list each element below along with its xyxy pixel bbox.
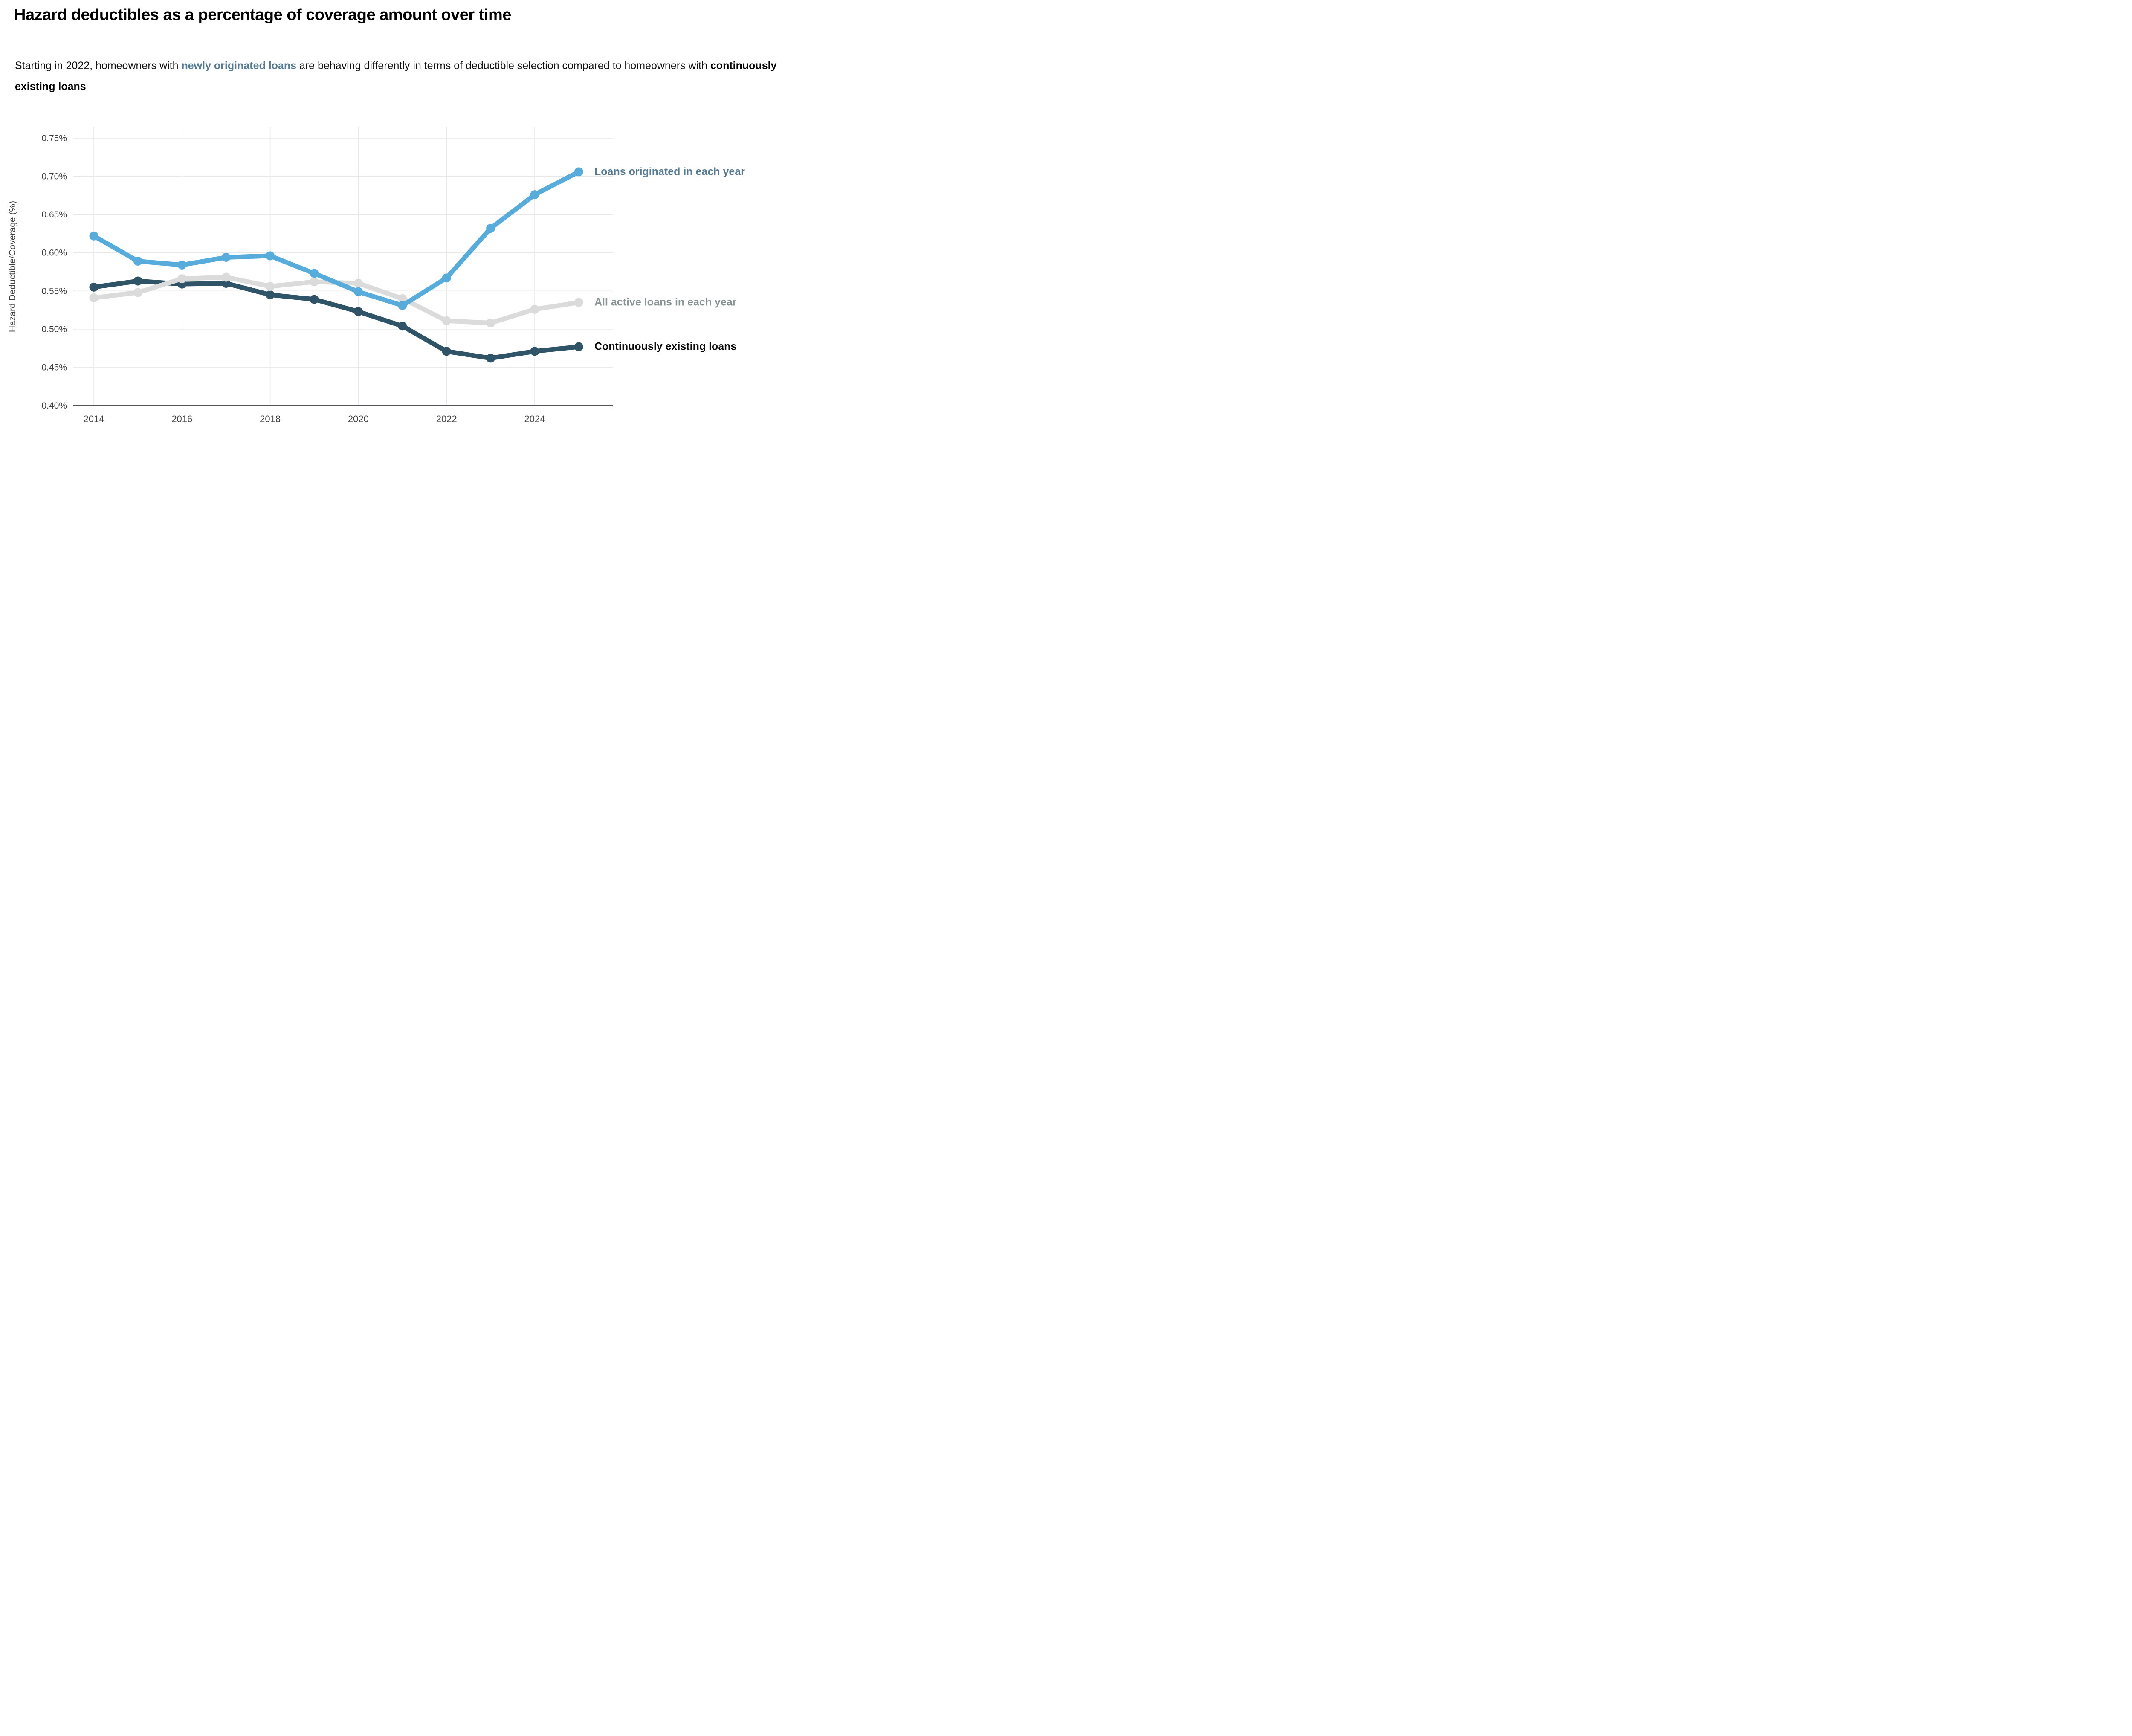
x-tick-label: 2018 — [260, 414, 281, 424]
data-point-marker-continuously-existing-loans — [133, 276, 142, 286]
data-point-marker-all-active-loans — [353, 278, 363, 288]
data-point-marker-loans-originated — [353, 287, 363, 296]
data-point-marker-loans-originated — [310, 269, 319, 278]
y-tick-label: 0.75% — [41, 133, 67, 143]
y-tick-label: 0.45% — [41, 362, 67, 372]
data-point-marker-continuously-existing-loans — [89, 282, 98, 292]
data-point-marker-all-active-loans — [266, 282, 275, 291]
subtitle-highlight-newly-originated-loans: newly originated loans — [181, 60, 297, 72]
data-point-marker-continuously-existing-loans — [353, 307, 363, 316]
chart-figure: Hazard deductibles as a percentage of co… — [0, 0, 809, 434]
data-point-marker-continuously-existing-loans — [442, 347, 451, 356]
series-line-loans-originated — [91, 169, 581, 308]
line-chart-canvas: 0.40% 0.45% 0.50% 0.55% 0.60% 0.65% 0.70% 0.75%… — [41, 127, 613, 424]
series-line-continuously-existing-loans — [91, 278, 581, 361]
legend-label-loans-originated-in-each-year: Loans originated in each year — [594, 165, 745, 178]
data-point-marker-all-active-loans — [221, 272, 231, 282]
data-point-marker-all-active-loans — [398, 294, 407, 303]
data-point-marker-continuously-existing-loans — [574, 342, 583, 351]
data-point-marker-loans-originated — [89, 231, 98, 241]
data-point-marker-all-active-loans — [442, 316, 451, 325]
data-point-marker-continuously-existing-loans — [530, 347, 539, 356]
y-tick-label: 0.40% — [41, 401, 67, 411]
subtitle-text-1: Starting in 2022, homeowners with — [15, 60, 182, 72]
data-point-marker-continuously-existing-loans — [266, 290, 275, 299]
data-point-marker-all-active-loans — [530, 304, 539, 314]
data-point-marker-loans-originated — [574, 167, 583, 177]
y-tick-label: 0.70% — [41, 172, 67, 182]
data-point-marker-all-active-loans — [310, 277, 319, 287]
data-point-marker-all-active-loans — [574, 298, 583, 307]
x-tick-label: 2024 — [524, 414, 545, 424]
y-tick-label: 0.50% — [41, 325, 67, 334]
legend-label-all-active-loans-in-each-year: All active loans in each year — [594, 296, 737, 308]
data-point-marker-loans-originated — [398, 301, 407, 310]
legend-label-continuously-existing-loans: Continuously existing loans — [594, 340, 737, 353]
data-point-marker-loans-originated — [221, 252, 231, 262]
data-point-marker-continuously-existing-loans — [310, 295, 319, 304]
x-tick-label: 2016 — [171, 414, 192, 424]
data-point-marker-continuously-existing-loans — [398, 322, 407, 331]
data-point-marker-loans-originated — [530, 190, 539, 200]
data-point-marker-loans-originated — [486, 223, 495, 233]
subtitle-text-2: are behaving differently in terms of ded… — [296, 60, 710, 72]
data-point-marker-loans-originated — [177, 260, 187, 270]
data-point-marker-all-active-loans — [133, 288, 142, 297]
y-axis-title: Hazard Deductible/Coverage (%) — [8, 200, 17, 333]
x-tick-label: 2014 — [84, 414, 104, 424]
y-tick-label: 0.55% — [41, 286, 67, 296]
data-point-marker-loans-originated — [133, 256, 142, 266]
x-tick-label: 2020 — [348, 414, 369, 424]
chart-subtitle: Starting in 2022, homeowners with newly … — [15, 55, 778, 97]
subtitle-highlight-continuously-existing-loans: continuously existing loans — [15, 60, 777, 93]
data-point-marker-all-active-loans — [177, 274, 187, 284]
data-point-marker-loans-originated — [266, 251, 275, 261]
data-point-marker-all-active-loans — [486, 319, 495, 328]
x-tick-label: 2022 — [436, 414, 457, 424]
y-tick-label: 0.60% — [41, 248, 67, 258]
data-point-marker-all-active-loans — [89, 293, 98, 302]
y-tick-label: 0.65% — [41, 210, 67, 220]
data-point-marker-loans-originated — [442, 273, 451, 283]
page-title: Hazard deductibles as a percentage of co… — [14, 6, 511, 24]
data-point-marker-continuously-existing-loans — [486, 354, 495, 363]
